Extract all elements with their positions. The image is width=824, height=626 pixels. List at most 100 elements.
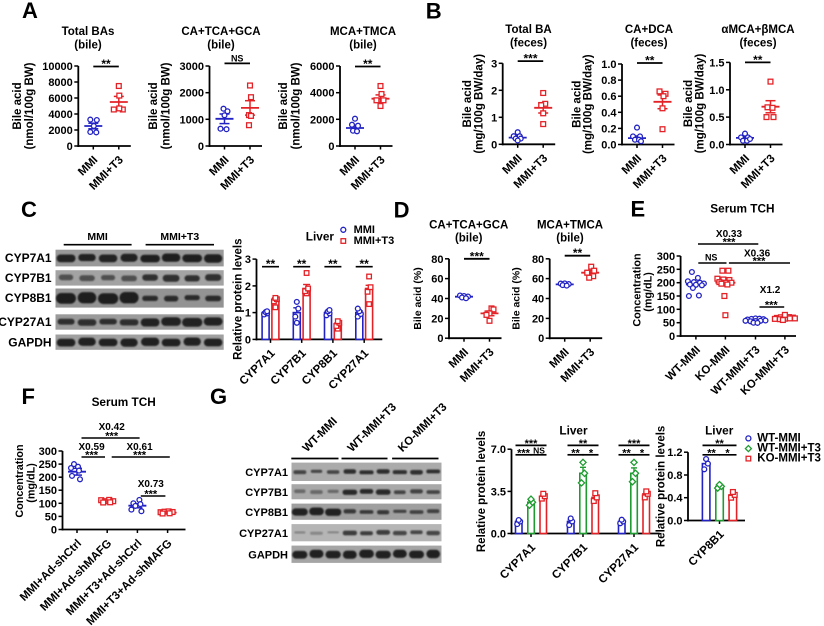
svg-text:Total BAs: Total BAs	[62, 26, 115, 38]
svg-text:Relative protein levels: Relative protein levels	[656, 426, 668, 547]
svg-text:**: **	[101, 57, 111, 71]
svg-text:X1.2: X1.2	[760, 285, 781, 296]
svg-text:GAPDH: GAPDH	[248, 550, 288, 562]
svg-text:0.6: 0.6	[601, 91, 616, 103]
svg-text:0.8: 0.8	[667, 470, 682, 482]
svg-text:4000: 4000	[48, 109, 72, 121]
svg-text:**: **	[297, 257, 307, 271]
svg-text:1.5: 1.5	[709, 57, 724, 69]
svg-text:**: **	[622, 447, 631, 459]
svg-text:***: ***	[85, 450, 99, 462]
svg-text:**: **	[753, 53, 763, 67]
svg-text:Liver: Liver	[559, 424, 588, 438]
svg-text:(nmol/100g BW): (nmol/100g BW)	[160, 62, 172, 149]
svg-text:10000: 10000	[42, 61, 73, 73]
svg-text:***: ***	[628, 438, 642, 450]
svg-text:MMI: MMI	[87, 231, 107, 243]
svg-text:CYP7A1: CYP7A1	[5, 251, 52, 265]
svg-text:0: 0	[51, 525, 57, 537]
svg-text:0.5: 0.5	[709, 112, 724, 124]
svg-text:X0.61: X0.61	[127, 442, 154, 453]
svg-text:80: 80	[532, 254, 544, 266]
svg-text:F: F	[22, 384, 35, 409]
svg-text:Bile acid (%): Bile acid (%)	[511, 267, 523, 329]
svg-text:Liver: Liver	[705, 424, 734, 438]
svg-text:3.5: 3.5	[491, 486, 506, 498]
svg-text:50: 50	[663, 318, 675, 330]
svg-text:1000: 1000	[180, 114, 204, 126]
svg-text:4000: 4000	[310, 88, 334, 100]
svg-text:20: 20	[532, 313, 544, 325]
svg-text:0: 0	[245, 334, 251, 346]
svg-text:X0.73: X0.73	[138, 479, 165, 490]
svg-text:300: 300	[657, 251, 675, 263]
svg-text:KO-MMI+T3: KO-MMI+T3	[757, 453, 821, 465]
svg-text:X0.59: X0.59	[79, 442, 106, 453]
svg-text:(mg/100g BW/day): (mg/100g BW/day)	[694, 53, 706, 153]
svg-text:2000: 2000	[48, 125, 72, 137]
svg-text:WT-MMI: WT-MMI	[757, 433, 800, 445]
svg-text:(nmol/100g BW): (nmol/100g BW)	[290, 62, 302, 149]
svg-text:***: ***	[525, 438, 539, 450]
svg-text:150: 150	[657, 291, 675, 303]
svg-text:CA+DCA: CA+DCA	[625, 24, 673, 36]
svg-text:Relative protein levels: Relative protein levels	[476, 431, 488, 552]
svg-text:CA+TCA+GCA: CA+TCA+GCA	[429, 220, 508, 232]
svg-text:Concentration: Concentration	[14, 444, 26, 517]
svg-text:0: 0	[669, 331, 675, 343]
svg-text:**: **	[715, 438, 724, 450]
svg-text:300: 300	[39, 446, 57, 458]
svg-text:(mg/100g BW/day): (mg/100g BW/day)	[474, 54, 486, 154]
svg-text:6000: 6000	[310, 61, 334, 73]
svg-text:200: 200	[39, 472, 57, 484]
svg-text:B: B	[426, 0, 442, 24]
svg-text:CYP27A1: CYP27A1	[0, 315, 52, 329]
svg-text:7.0: 7.0	[491, 444, 506, 456]
svg-text:0: 0	[491, 139, 497, 151]
svg-text:Concentration: Concentration	[632, 253, 644, 326]
svg-text:0.0: 0.0	[709, 140, 724, 152]
svg-text:200: 200	[657, 278, 675, 290]
svg-text:80: 80	[431, 254, 443, 266]
svg-text:CYP7B1: CYP7B1	[245, 487, 288, 499]
svg-text:Serum TCH: Serum TCH	[710, 202, 774, 216]
svg-text:3: 3	[491, 58, 497, 70]
svg-text:(bile): (bile)	[207, 40, 235, 52]
svg-text:G: G	[210, 384, 227, 409]
svg-text:X0.42: X0.42	[99, 422, 126, 433]
svg-text:CYP8B1: CYP8B1	[245, 507, 288, 519]
svg-text:1: 1	[245, 308, 251, 320]
svg-text:CYP7B1: CYP7B1	[5, 271, 52, 285]
svg-text:**: **	[328, 257, 338, 271]
svg-text:***: ***	[133, 450, 147, 462]
svg-text:Bile acid (%): Bile acid (%)	[412, 267, 424, 329]
svg-text:**: **	[579, 438, 588, 450]
svg-text:100: 100	[39, 498, 57, 510]
svg-text:2: 2	[491, 85, 497, 97]
svg-text:60: 60	[532, 274, 544, 286]
svg-text:X0.36: X0.36	[744, 249, 771, 260]
svg-text:CYP7A1: CYP7A1	[245, 467, 288, 479]
svg-text:Liver: Liver	[306, 230, 335, 244]
svg-text:**: **	[360, 257, 370, 271]
svg-text:***: ***	[765, 300, 779, 312]
svg-text:6000: 6000	[48, 93, 72, 105]
svg-text:40: 40	[532, 294, 544, 306]
svg-text:Relative protein levels: Relative protein levels	[233, 238, 245, 359]
svg-text:***: ***	[723, 237, 737, 249]
svg-text:(bile): (bile)	[455, 233, 483, 245]
svg-text:E: E	[631, 197, 646, 222]
svg-text:1.0: 1.0	[601, 59, 616, 71]
svg-text:3: 3	[245, 254, 251, 266]
svg-text:MMI+T3: MMI+T3	[354, 235, 395, 247]
svg-text:*: *	[725, 447, 730, 459]
svg-text:*: *	[589, 447, 594, 459]
svg-text:NS: NS	[533, 445, 545, 455]
svg-text:0: 0	[198, 141, 204, 153]
svg-text:0.0: 0.0	[491, 529, 506, 541]
svg-text:***: ***	[105, 431, 119, 443]
svg-text:MCA+TMCA: MCA+TMCA	[330, 26, 396, 38]
svg-text:0.4: 0.4	[667, 493, 683, 505]
svg-text:150: 150	[39, 485, 57, 497]
svg-text:0: 0	[328, 141, 334, 153]
